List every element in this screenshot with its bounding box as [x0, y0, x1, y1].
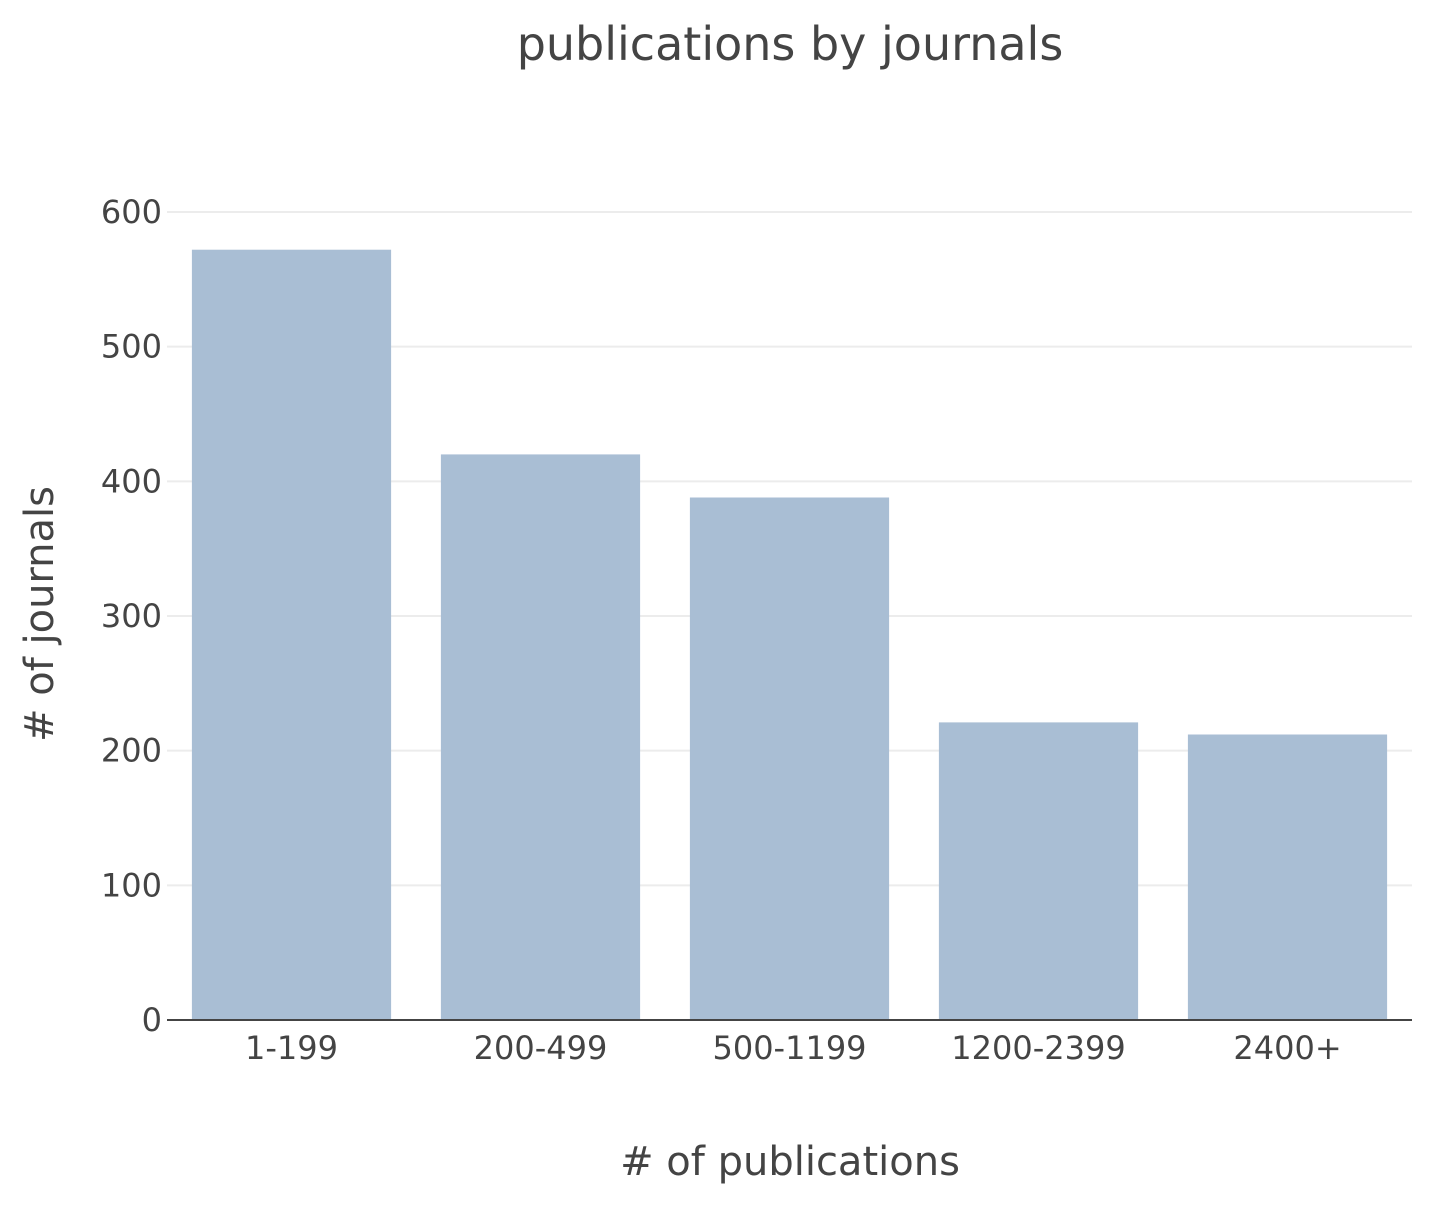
bar-1200-2399 — [938, 722, 1139, 1020]
bar-1-199 — [191, 249, 392, 1020]
x-tick-labels: 1-199 200-499 500-1199 1200-2399 2400+ — [245, 1029, 1342, 1067]
y-tick-label: 400 — [101, 462, 162, 500]
y-tick-label: 100 — [101, 866, 162, 904]
bars — [191, 249, 1388, 1020]
y-axis-title: # of journals — [17, 486, 63, 742]
y-tick-label: 300 — [101, 597, 162, 635]
y-tick-label: 500 — [101, 328, 162, 366]
x-tick-label: 200-499 — [474, 1029, 608, 1067]
x-tick-label: 500-1199 — [712, 1029, 866, 1067]
y-tick-label: 0 — [142, 1001, 162, 1039]
x-axis-title: # of publications — [620, 1139, 960, 1185]
x-tick-label: 2400+ — [1233, 1029, 1341, 1067]
bar-2400+ — [1187, 734, 1388, 1020]
x-tick-label: 1200-2399 — [951, 1029, 1125, 1067]
chart-title: publications by journals — [517, 17, 1064, 71]
bar-200-499 — [440, 454, 641, 1020]
bar-500-1199 — [689, 497, 890, 1020]
y-tick-label: 600 — [101, 193, 162, 231]
x-tick-label: 1-199 — [245, 1029, 338, 1067]
y-tick-label: 200 — [101, 732, 162, 770]
y-tick-labels: 0 100 200 300 400 500 600 — [101, 193, 162, 1039]
